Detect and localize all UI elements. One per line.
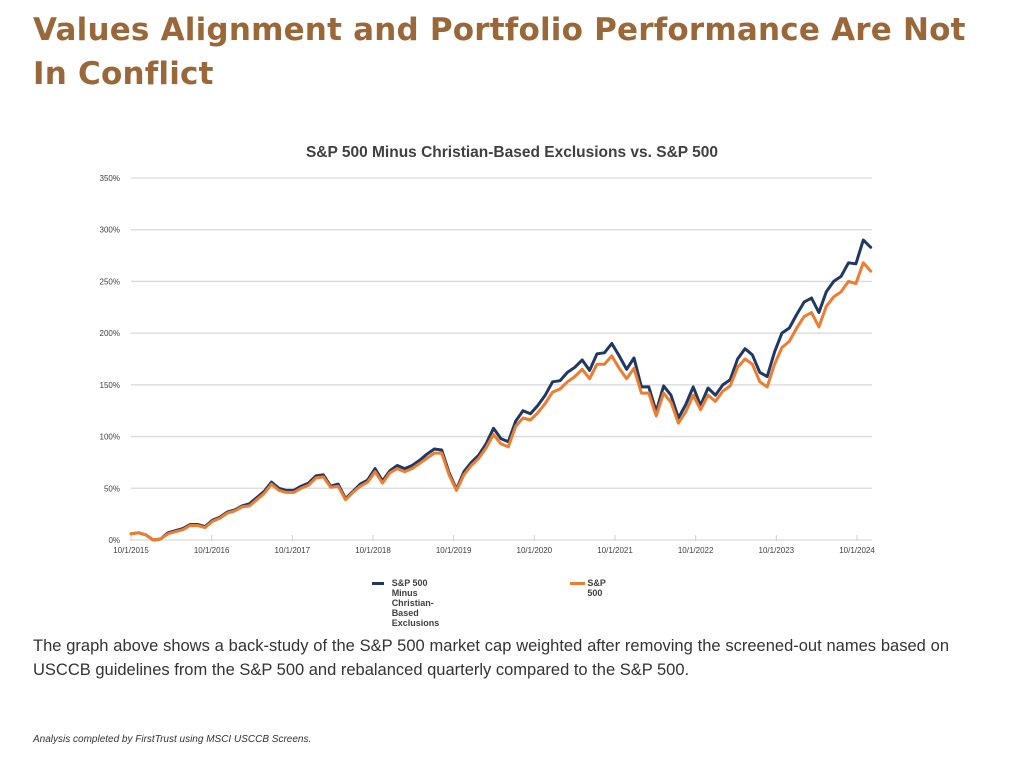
legend-label-line2: Based Exclusions [391, 608, 440, 628]
series-lines [129, 238, 873, 542]
series-line-excl [129, 238, 873, 542]
legend-item-sp500: S&P 500 [570, 578, 612, 598]
x-tick-label: 10/1/2016 [194, 546, 230, 555]
series-line-sp500 [129, 261, 873, 542]
y-tick-label: 200% [100, 329, 120, 338]
chart-title: S&P 500 Minus Christian-Based Exclusions… [305, 144, 719, 161]
y-tick-label: 100% [100, 433, 120, 442]
y-axis-ticks: 0% 50% 100% 150% 200% 250% 300% 350% [100, 174, 120, 545]
legend-item-excl: S&P 500 Minus Christian- Based Exclusion… [372, 578, 450, 628]
legend-swatch-excl [372, 582, 384, 585]
x-tick-label: 10/1/2021 [597, 546, 633, 555]
x-tick-label: 10/1/2017 [275, 546, 311, 555]
x-axis: 10/1/2015 10/1/2016 10/1/2017 10/1/2018 10/1… [113, 535, 875, 555]
y-tick-label: 150% [100, 381, 120, 390]
x-tick-label: 10/1/2022 [678, 546, 714, 555]
gridlines [131, 177, 872, 541]
source-note: Analysis completed by FirstTrust using M… [33, 734, 312, 745]
x-tick-label: 10/1/2020 [517, 546, 553, 555]
page-title: Values Alignment and Portfolio Performan… [33, 12, 966, 92]
legend-label-line1: S&P 500 Minus Christian- [391, 578, 434, 608]
legend-label-excl: S&P 500 Minus Christian- Based Exclusion… [392, 578, 450, 628]
y-tick-label: 0% [108, 536, 120, 545]
y-tick-label: 50% [104, 484, 120, 493]
x-tick-label: 10/1/2019 [436, 546, 472, 555]
legend-label-sp500: S&P 500 [587, 578, 606, 598]
y-tick-label: 300% [100, 226, 120, 235]
y-tick-label: 350% [100, 174, 120, 183]
x-tick-label: 10/1/2024 [839, 546, 875, 555]
description-text: The graph above shows a back-study of th… [33, 637, 949, 679]
x-tick-label: 10/1/2015 [113, 546, 149, 555]
x-tick-label: 10/1/2023 [759, 546, 795, 555]
x-tick-label: 10/1/2018 [355, 546, 391, 555]
line-chart: 0%50%100%150%200%250%300%350% 10/1/2015 1… [100, 174, 876, 555]
y-tick-label: 250% [100, 277, 120, 286]
legend-swatch-sp500 [570, 582, 586, 585]
